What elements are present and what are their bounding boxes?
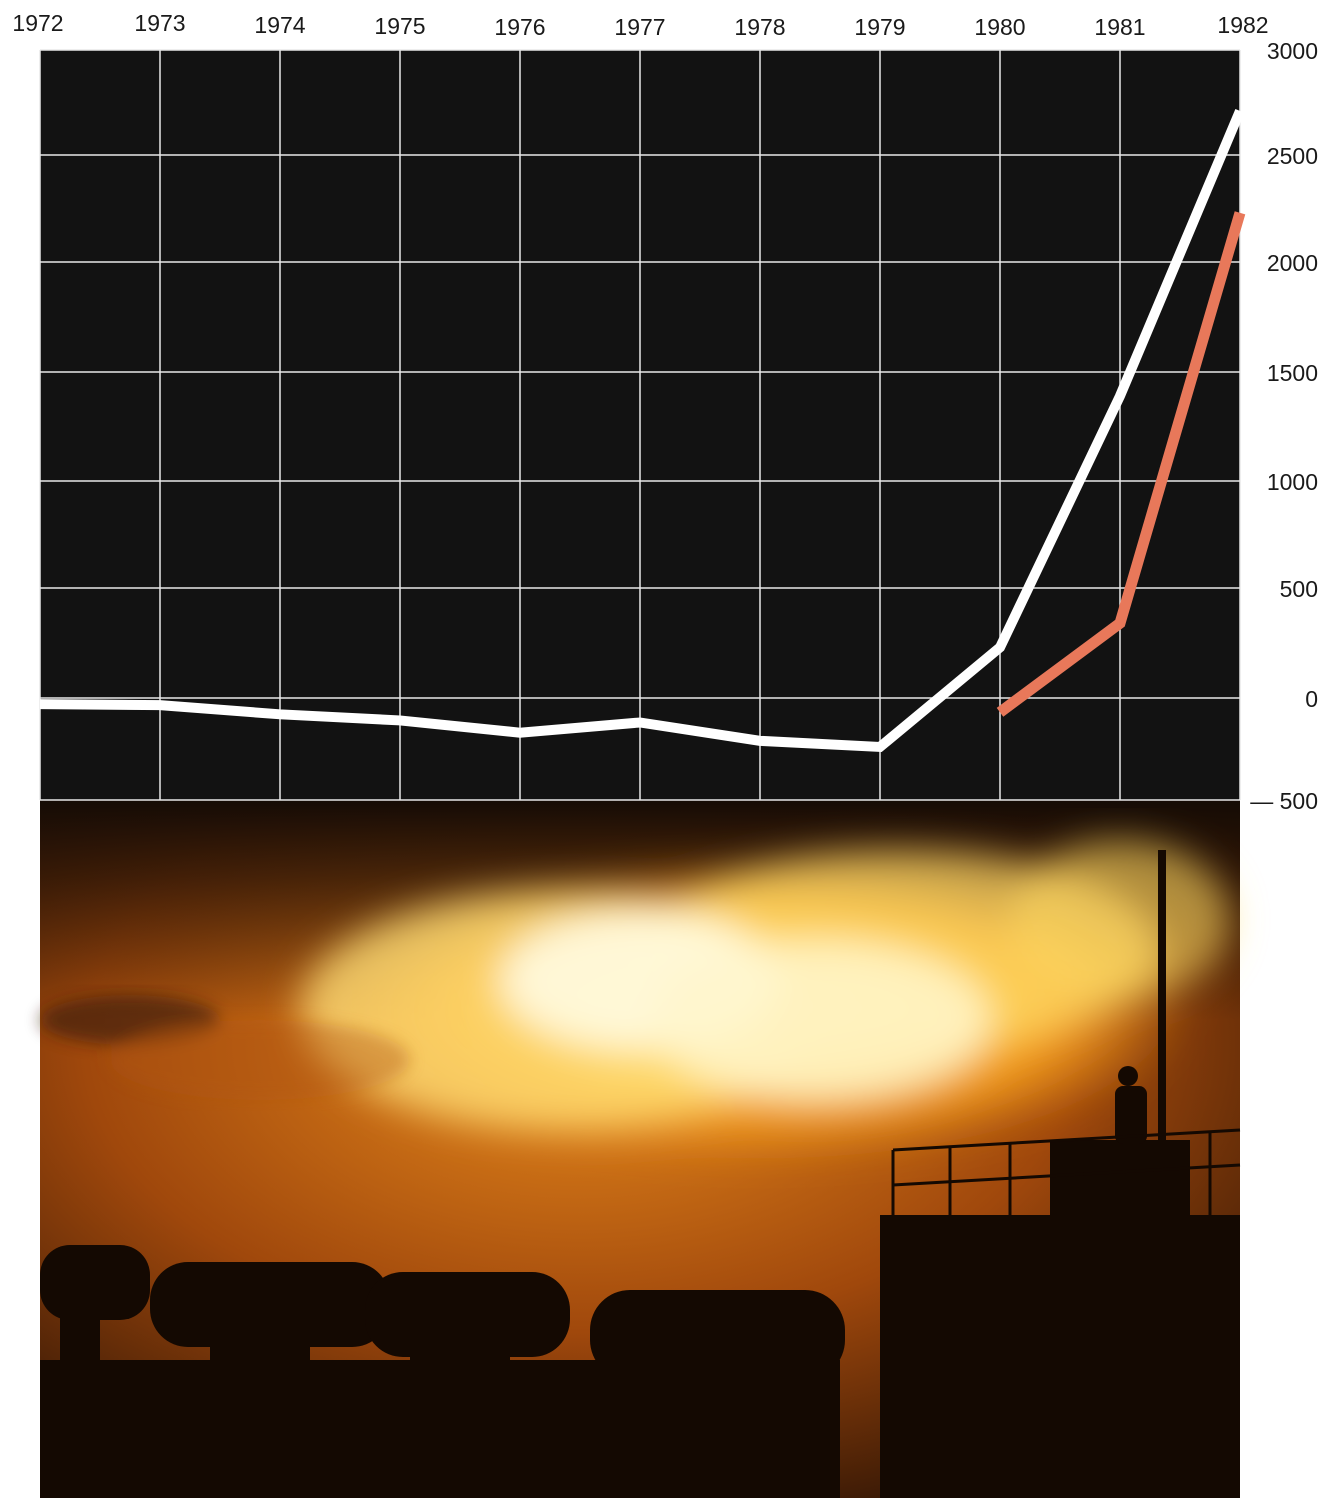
y-tick-label: 500 — [1280, 576, 1318, 602]
data-point-s1-1976 — [519, 732, 521, 734]
y-tick-label: 1000 — [1267, 469, 1318, 495]
data-point-s1-1981 — [1119, 395, 1121, 397]
x-tick-label: 1978 — [734, 14, 785, 40]
grid-lines — [39, 49, 1241, 801]
x-tick-label: 1977 — [614, 14, 665, 40]
data-point-s1-1977 — [639, 721, 641, 723]
x-axis-ticks: 1972 1973 1974 1975 1976 1977 1978 1979 1980 1981… — [12, 10, 1268, 40]
data-point-s1-1980 — [999, 646, 1001, 648]
x-tick-label: 1973 — [134, 10, 185, 36]
data-point-s1-1973 — [159, 704, 161, 706]
x-tick-label: 1979 — [854, 14, 905, 40]
data-point-s1-1974 — [279, 713, 281, 715]
x-tick-label: 1980 — [974, 14, 1025, 40]
flare-stack-silhouettes — [40, 850, 1240, 1498]
y-tick-label: 2500 — [1267, 143, 1318, 169]
y-tick-label: 1500 — [1267, 360, 1318, 386]
x-tick-label: 1976 — [494, 14, 545, 40]
x-tick-label: 1975 — [374, 13, 425, 39]
data-point-s1-1982 — [1239, 110, 1241, 112]
y-tick-label: 3000 — [1267, 38, 1318, 64]
line-chart: 1972 1973 1974 1975 1976 1977 1978 1979 1980 1981… — [12, 10, 1318, 814]
data-point-s1-1975 — [399, 719, 401, 721]
series-line-2 — [996, 211, 1246, 717]
series-line-1 — [39, 108, 1245, 753]
x-tick-label: 1972 — [12, 10, 63, 36]
x-tick-label: 1981 — [1094, 14, 1145, 40]
gas-flare-photo — [40, 800, 1241, 1498]
x-tick-label: 1982 — [1217, 12, 1268, 38]
data-point-s1-1979 — [879, 746, 881, 748]
data-point-s2-1980 — [999, 711, 1001, 713]
data-point-s2-1981 — [1119, 622, 1121, 624]
data-point-s1-1978 — [759, 740, 761, 742]
series-lines — [39, 108, 1246, 753]
x-tick-label: 1974 — [254, 12, 305, 38]
flame-plume — [300, 840, 1230, 1160]
data-point-s2-1982 — [1239, 212, 1241, 214]
y-tick-label: 0 — [1305, 686, 1318, 712]
y-axis-ticks: 3000 2500 2000 1500 1000 500 0 — 500 — [1250, 38, 1318, 814]
data-point-s1-1972 — [39, 703, 41, 705]
platform-railing — [891, 1128, 1241, 1215]
y-tick-label: 2000 — [1267, 250, 1318, 276]
y-tick-label: — 500 — [1250, 788, 1318, 814]
flame-smoke — [40, 995, 410, 1100]
